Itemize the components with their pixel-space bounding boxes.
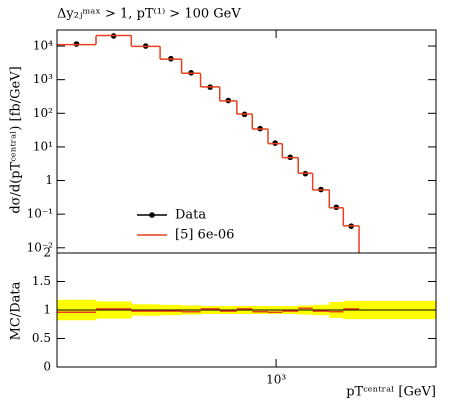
y-tick-label: 10⁻¹	[27, 207, 53, 221]
y-tick-label: 1.5	[32, 274, 51, 288]
y-tick-label: 10²	[33, 106, 53, 120]
y-tick-label: 0.5	[32, 331, 51, 345]
legend-marker	[149, 212, 155, 218]
plot-frame	[56, 29, 437, 254]
ratio-frame	[56, 252, 437, 368]
y-tick-label: 10³	[33, 72, 53, 86]
chart-title: Δy₂ⱼᵐᵃˣ > 1, pT⁽¹⁾ > 100 GeV	[57, 7, 241, 22]
y-tick-label: 10⁻²	[27, 240, 54, 254]
y-tick-label: 10¹	[33, 139, 53, 153]
y-tick-label: 2	[43, 246, 51, 260]
y-tick-label: 10⁴	[33, 39, 53, 53]
x-tick-label: 10³	[266, 373, 286, 387]
y-tick-label: 1	[43, 303, 51, 317]
y-axis-label: dσ/d(pTᶜᵉⁿᵗʳᵃˡ) [fb/GeV]	[9, 66, 24, 213]
legend-label: [5] 6e-06	[175, 228, 234, 243]
ratio-y-axis-label: MC/Data	[9, 281, 24, 340]
y-tick-label: 0	[43, 360, 51, 374]
x-axis-label: pTᶜᵉⁿᵗʳᵃˡ [GeV]	[346, 385, 436, 400]
legend-label: Data	[175, 208, 206, 223]
y-tick-label: 1	[45, 173, 53, 187]
